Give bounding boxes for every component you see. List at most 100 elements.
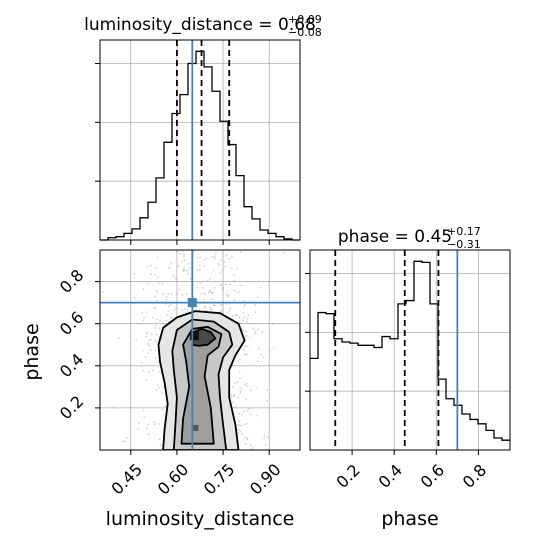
scatter-point [245,334,248,337]
scatter-point [162,415,165,417]
scatter-point [162,385,165,388]
scatter-point [242,329,245,332]
scatter-point [228,310,231,313]
scatter-point [169,316,172,319]
scatter-point [201,286,204,289]
scatter-point [214,252,217,255]
scatter-point [154,340,157,342]
scatter-point [237,423,239,426]
luminosity-distance-marginal-panel: luminosity_distance = 0.68 +0.09 −0.08 [84,13,322,245]
scatter-point [221,269,224,272]
scatter-point [181,309,184,311]
scatter-point [156,299,159,302]
scatter-point [250,389,252,392]
ld-hist-bars [100,50,300,241]
scatter-point [237,432,240,435]
scatter-point [180,261,183,264]
scatter-point [123,440,126,443]
scatter-point [157,282,160,285]
phase-title-name: phase [338,227,389,247]
scatter-point [202,298,205,301]
scatter-point [149,264,152,267]
scatter-point [267,436,269,438]
scatter-point [237,291,240,293]
scatter-point [164,405,167,408]
scatter-point [157,360,160,363]
scatter-point [145,335,148,338]
scatter-point [236,314,239,317]
scatter-point [141,349,144,352]
scatter-point [158,327,161,330]
scatter-point [219,304,222,307]
scatter-point [173,309,176,312]
scatter-point [231,255,234,258]
scatter-point [266,399,268,402]
scatter-point [143,416,146,419]
phase-title-lower: −0.31 [447,238,481,251]
scatter-point [222,286,224,289]
scatter-point [167,310,170,312]
scatter-point [233,394,236,397]
scatter-point [170,316,172,319]
scatter-point [118,337,121,339]
scatter-point [211,256,213,258]
scatter-point [222,288,224,291]
joint-posterior-panel: 0.45 0.60 0.75 0.90 0.20.40.60.8 luminosity… [21,249,301,530]
scatter-point [151,369,154,372]
panel-frame [309,249,511,451]
scatter-point [244,336,247,338]
scatter-point [184,308,186,310]
scatter-point [155,357,158,360]
scatter-point [240,387,242,390]
scatter-point [231,314,234,317]
scatter-point [161,283,164,286]
scatter-point [176,250,179,253]
scatter-point [230,394,233,397]
scatter-point [145,427,148,430]
scatter-point [167,292,170,295]
scatter-point [212,304,215,306]
scatter-point [196,269,199,272]
scatter-point [225,293,228,296]
scatter-point [246,320,248,323]
scatter-point [133,272,136,275]
scatter-point [181,294,184,296]
ld-hist-title: luminosity_distance = 0.68 [84,15,316,35]
scatter-point [203,265,205,267]
scatter-point [205,257,208,260]
scatter-point [214,287,216,289]
scatter-point [268,350,271,352]
joint-panel-frame [99,249,301,451]
scatter-point [256,296,259,299]
x-axis-label-luminosity-distance: luminosity_distance [106,508,295,530]
phase-title-upper: +0.17 [447,225,481,238]
scatter-point [183,259,186,262]
scatter-point [243,383,246,386]
scatter-point [242,410,245,413]
scatter-point [178,288,181,291]
scatter-point [209,289,212,292]
scatter-point [251,447,254,450]
joint-frame [99,249,301,451]
scatter-point [239,250,242,253]
scatter-point [238,412,240,415]
scatter-point [233,382,236,384]
scatter-point [225,303,228,305]
scatter-point [155,324,158,327]
scatter-point [246,438,249,441]
scatter-point [237,397,240,399]
scatter-point [185,293,188,295]
scatter-point [233,299,236,301]
scatter-point [182,269,185,271]
scatter-point [220,259,222,261]
phase-hist-bars [310,260,510,441]
scatter-point [228,257,231,260]
scatter-point [255,387,258,390]
phase-title-eq: = [389,227,414,247]
phase-hist-frame [309,249,511,451]
scatter-point [165,303,168,305]
panel-frame [99,39,301,241]
hist-step-outline [100,50,300,241]
